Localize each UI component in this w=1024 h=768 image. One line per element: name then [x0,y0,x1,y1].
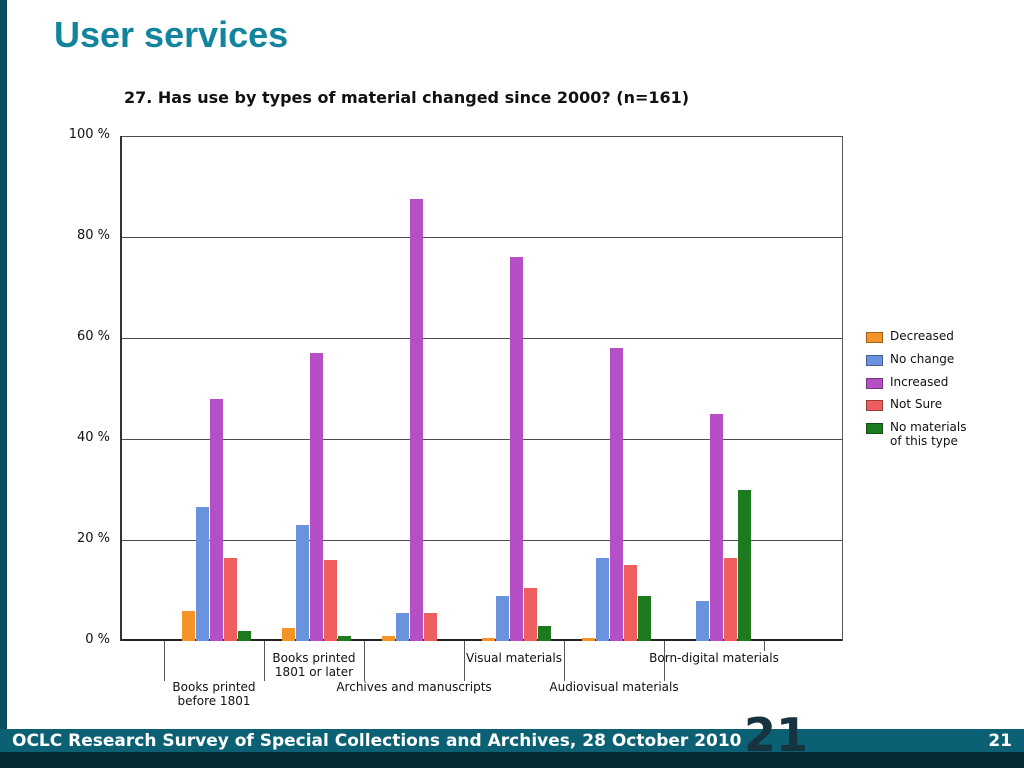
legend-label: No materials of this type [890,420,967,448]
bar-no-materials-of-this-type [537,625,551,641]
bar-no-materials-of-this-type [337,635,351,641]
bar-decreased [281,628,295,641]
bar-not-sure [723,557,737,641]
bar-no-materials-of-this-type [737,489,751,641]
big-page-number: 21 [744,708,809,762]
x-axis-tick [364,641,365,681]
x-axis-tick [664,641,665,681]
gridline [122,439,842,440]
bar-decreased [481,638,495,641]
legend-swatch [866,377,883,389]
legend-swatch [866,354,883,366]
bar-decreased [581,638,595,641]
legend-item: No change [866,351,966,367]
legend-label: Increased [890,374,949,389]
legend-swatch [866,332,883,343]
bar-no-change [695,600,709,641]
plot-area [120,136,843,641]
bar-not-sure [423,613,437,641]
bar-increased [509,257,523,641]
chart-title: 27. Has use by types of material changed… [124,88,690,107]
x-axis-tick [464,641,465,681]
chart-legend: Decreased No change Increased Not Sure No ma… [866,329,967,458]
bar-not-sure [523,587,537,641]
category-label: Books printed before 1801 [172,680,256,709]
legend-item: Increased [866,374,966,390]
y-tick-label: 40 % [76,430,110,445]
bar-no-change [295,524,309,641]
bar-increased [609,348,623,641]
category-label: Archives and manuscripts [336,680,492,694]
legend-label: No change [890,351,955,366]
y-tick-label: 100 % [68,127,110,142]
y-tick-label: 0 % [85,632,110,647]
category-label: Visual materials [466,651,562,665]
bar-increased [209,398,223,641]
bar-not-sure [623,565,637,641]
category-label: Born-digital materials [649,651,779,665]
x-axis-tick [564,641,565,681]
gridline [122,237,842,238]
footer-bottom-strip [0,752,1024,768]
bar-no-materials-of-this-type [237,630,251,641]
legend-swatch [866,423,883,435]
bar-not-sure [223,557,237,641]
bar-no-materials-of-this-type [637,595,651,641]
footer-text: OCLC Research Survey of Special Collecti… [12,730,742,751]
gridline [122,540,842,541]
bar-no-change [195,507,209,641]
x-axis-tick [764,641,765,651]
y-tick-label: 80 % [76,228,110,243]
legend-item: No materials of this type [866,420,967,449]
left-accent-stripe [0,0,7,768]
x-axis-tick [164,641,165,681]
legend-item: Decreased [866,329,966,344]
legend-swatch [866,400,883,412]
bar-no-change [495,595,509,641]
x-axis-tick [264,641,265,681]
legend-label: Decreased [890,329,954,343]
bar-increased [409,199,423,641]
y-tick-label: 20 % [76,531,110,546]
bar-increased [309,353,323,641]
bar-increased [709,413,723,641]
gridline [122,136,842,137]
legend-item: Not Sure [866,398,966,412]
footer-page-number: 21 [988,730,1012,751]
bar-decreased [381,635,395,641]
category-label: Audiovisual materials [549,680,679,694]
bar-no-change [595,557,609,641]
y-tick-label: 60 % [76,329,110,344]
footer-bar: OCLC Research Survey of Special Collecti… [0,729,1024,752]
legend-label: Not Sure [890,397,943,412]
category-label: Books printed 1801 or later [272,651,356,680]
gridline [122,338,842,339]
bar-no-change [395,613,409,641]
bar-not-sure [323,560,337,641]
page-title: User services [54,14,289,55]
bar-decreased [181,610,195,641]
